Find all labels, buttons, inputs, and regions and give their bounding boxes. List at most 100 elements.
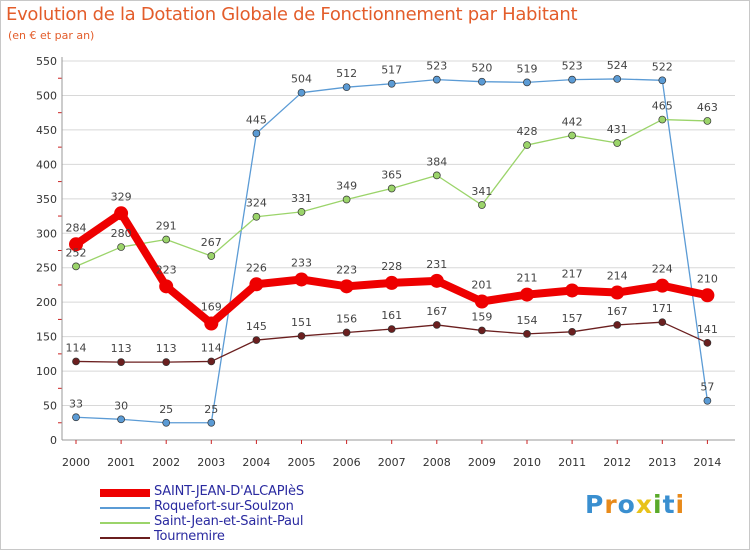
y-tick-label: 400 [36, 158, 57, 171]
data-point-roquefort-sur-soulzon [387, 79, 396, 88]
data-point-roquefort-sur-soulzon [703, 396, 712, 405]
data-label-roquefort-sur-soulzon: 30 [114, 399, 128, 412]
data-label-roquefort-sur-soulzon: 57 [700, 381, 714, 394]
data-point-roquefort-sur-soulzon [658, 76, 667, 85]
data-point-saint-jean-et-saint-paul [72, 262, 80, 271]
data-point-tournemire [387, 325, 396, 333]
x-tick-label: 2011 [558, 456, 586, 469]
data-label-tournemire: 113 [156, 342, 177, 355]
data-point-tournemire [162, 358, 171, 366]
data-point-saint-jean-et-saint-paul [703, 117, 712, 125]
data-point-saint-jean-et-saint-paul [342, 195, 351, 204]
x-tick-label: 2000 [62, 456, 90, 469]
legend-label: Tournemire [154, 529, 225, 544]
data-point-saint-jean-d-alcapi-s [294, 272, 309, 287]
data-label-tournemire: 141 [697, 323, 718, 336]
data-label-tournemire: 154 [517, 314, 538, 327]
x-tick-label: 2014 [693, 456, 721, 469]
data-point-tournemire [432, 321, 441, 329]
data-point-roquefort-sur-soulzon [568, 75, 576, 84]
y-tick-label: 300 [36, 227, 57, 240]
data-label-tournemire: 171 [652, 302, 673, 315]
data-label-saint-jean-d-alcapi-s: 231 [426, 258, 447, 271]
data-point-tournemire [72, 357, 80, 366]
data-point-saint-jean-d-alcapi-s [159, 279, 174, 294]
y-tick-label: 250 [36, 262, 57, 275]
chart-title: Evolution de la Dotation Globale de Fonc… [6, 4, 578, 25]
data-label-tournemire: 156 [336, 313, 357, 326]
logo-letter: x [635, 490, 653, 519]
legend-label: Roquefort-sur-Soulzon [154, 499, 294, 514]
data-point-saint-jean-d-alcapi-s [249, 277, 264, 292]
data-point-roquefort-sur-soulzon [72, 413, 80, 422]
data-point-saint-jean-d-alcapi-s [339, 279, 354, 294]
logo-letter: t [662, 490, 676, 519]
x-tick-label: 2006 [333, 456, 361, 469]
data-label-roquefort-sur-soulzon: 445 [246, 113, 267, 126]
data-label-tournemire: 113 [111, 342, 132, 355]
x-tick-label: 2005 [288, 456, 316, 469]
data-label-tournemire: 114 [201, 341, 222, 354]
data-point-tournemire [297, 332, 306, 340]
data-label-saint-jean-d-alcapi-s: 233 [291, 256, 312, 269]
data-label-saint-jean-d-alcapi-s: 228 [381, 260, 402, 273]
y-tick-label: 50 [43, 400, 57, 413]
data-label-saint-jean-et-saint-paul: 365 [381, 168, 402, 181]
x-tick-label: 2003 [197, 456, 225, 469]
data-label-saint-jean-et-saint-paul: 331 [291, 192, 312, 205]
data-label-tournemire: 161 [381, 309, 402, 322]
data-point-roquefort-sur-soulzon [613, 75, 622, 83]
x-tick-label: 2009 [468, 456, 496, 469]
data-point-tournemire [613, 321, 622, 329]
data-label-saint-jean-d-alcapi-s: 169 [201, 301, 222, 314]
x-tick-label: 2010 [513, 456, 541, 469]
data-point-saint-jean-d-alcapi-s [474, 294, 489, 309]
x-tick-label: 2013 [648, 456, 676, 469]
data-point-roquefort-sur-soulzon [297, 88, 306, 97]
data-label-roquefort-sur-soulzon: 517 [381, 64, 402, 77]
legend-swatch [100, 522, 150, 524]
data-point-saint-jean-d-alcapi-s [69, 237, 83, 252]
data-label-saint-jean-d-alcapi-s: 210 [697, 272, 718, 285]
legend-swatch [100, 507, 150, 509]
data-point-roquefort-sur-soulzon [207, 418, 216, 427]
data-label-tournemire: 157 [562, 312, 583, 325]
data-label-saint-jean-et-saint-paul: 442 [562, 115, 583, 128]
data-label-roquefort-sur-soulzon: 524 [607, 59, 628, 72]
data-label-roquefort-sur-soulzon: 523 [562, 60, 583, 73]
y-tick-label: 0 [50, 434, 57, 447]
y-tick-label: 200 [36, 296, 57, 309]
data-label-saint-jean-d-alcapi-s: 217 [562, 267, 583, 280]
data-point-tournemire [207, 357, 216, 366]
data-point-tournemire [342, 328, 351, 337]
data-label-roquefort-sur-soulzon: 512 [336, 67, 357, 80]
data-point-tournemire [478, 326, 486, 335]
data-point-saint-jean-et-saint-paul [297, 208, 306, 216]
data-label-saint-jean-d-alcapi-s: 214 [607, 270, 628, 283]
data-point-roquefort-sur-soulzon [523, 78, 531, 87]
data-label-saint-jean-et-saint-paul: 252 [66, 246, 87, 259]
data-point-saint-jean-et-saint-paul [432, 171, 441, 180]
data-point-saint-jean-et-saint-paul [658, 115, 667, 124]
data-point-saint-jean-et-saint-paul [117, 243, 125, 251]
data-label-saint-jean-d-alcapi-s: 223 [156, 263, 177, 276]
data-point-saint-jean-d-alcapi-s [429, 273, 444, 288]
data-point-saint-jean-d-alcapi-s [655, 278, 670, 293]
y-tick-label: 450 [36, 124, 57, 137]
data-point-saint-jean-et-saint-paul [568, 131, 576, 140]
data-point-tournemire [658, 318, 667, 327]
data-label-roquefort-sur-soulzon: 519 [517, 62, 538, 75]
chart-subtitle: (en € et par an) [8, 29, 95, 42]
y-tick-label: 100 [36, 365, 57, 378]
legend-label: Saint-Jean-et-Saint-Paul [154, 514, 304, 529]
data-point-saint-jean-et-saint-paul [207, 252, 216, 260]
data-point-saint-jean-d-alcapi-s [700, 288, 715, 303]
x-tick-label: 2007 [378, 456, 406, 469]
proxiti-logo: Proxiti [585, 490, 685, 519]
data-label-saint-jean-d-alcapi-s: 211 [517, 272, 538, 285]
data-label-saint-jean-d-alcapi-s: 224 [652, 263, 673, 276]
data-point-tournemire [117, 358, 125, 366]
data-label-saint-jean-et-saint-paul: 341 [471, 185, 492, 198]
data-label-saint-jean-et-saint-paul: 267 [201, 236, 222, 249]
